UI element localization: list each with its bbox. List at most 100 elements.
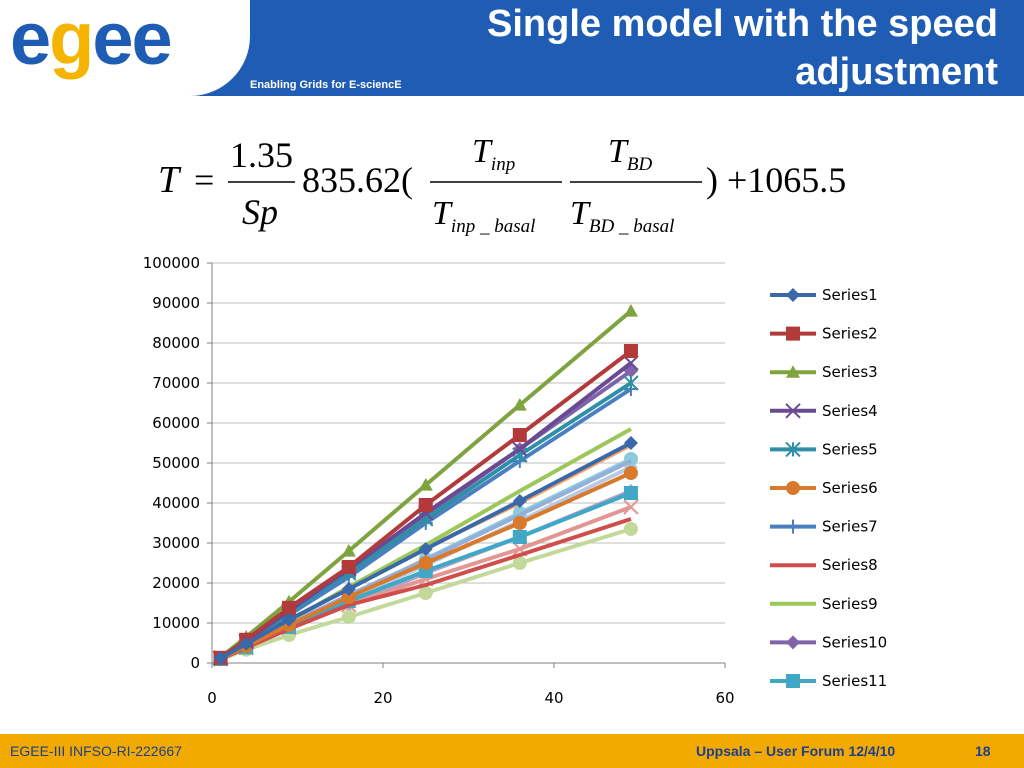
axes: 0 10000 20000 30000 40000 50000 60000 70000 8000… <box>143 254 735 707</box>
series-point <box>281 600 296 615</box>
series-point <box>213 651 228 666</box>
line-chart: 0 10000 20000 30000 40000 50000 60000 70000 8000… <box>143 254 887 707</box>
series-5 <box>212 375 639 666</box>
legend-label: Series10 <box>822 633 887 651</box>
footer-event: Uppsala – User Forum 12/4/10 <box>696 743 896 759</box>
y-tick-label: 60000 <box>152 414 200 432</box>
page-number: 18 <box>975 743 991 759</box>
series-point <box>623 522 638 536</box>
legend-label: Series6 <box>822 479 878 497</box>
series-1 <box>213 436 638 666</box>
legend-marker <box>786 326 800 341</box>
legend-item: Series5 <box>770 440 878 458</box>
series-2 <box>213 344 638 665</box>
legend-item: Series7 <box>770 518 878 536</box>
legend-label: Series1 <box>822 286 878 304</box>
tagline: Enabling Grids for E-sciencE <box>250 79 402 91</box>
legend-item: Series10 <box>770 633 887 651</box>
x-tick-label: 20 <box>373 689 392 707</box>
legend-item: Series8 <box>770 556 878 574</box>
footer-bar: EGEE-III INFSO-RI-222667 Uppsala – User … <box>0 734 1024 768</box>
x-tick-label: 0 <box>207 689 217 707</box>
series-point <box>418 586 433 600</box>
slide-title-line1: Single model with the speed <box>487 3 998 45</box>
series-point <box>418 498 433 512</box>
legend-item: Series11 <box>770 672 887 690</box>
legend-item: Series4 <box>770 402 878 420</box>
legend-marker <box>786 365 800 378</box>
series-point <box>512 516 527 530</box>
formula-tail: ) +1065.5 <box>706 160 846 200</box>
formula-equals: = <box>194 160 214 200</box>
formula: T = 1.35 Sp 835.62( Tinp Tinp _ basal TB… <box>158 133 846 237</box>
series-point <box>512 530 527 544</box>
legend-label: Series8 <box>822 556 878 574</box>
series-point <box>623 304 638 317</box>
series-point <box>623 499 639 515</box>
legend-item: Series9 <box>770 595 878 613</box>
legend-label: Series4 <box>822 402 878 420</box>
formula-frac2-num: Tinp <box>472 133 515 175</box>
series-point <box>623 436 638 450</box>
y-tick-label: 50000 <box>152 454 200 472</box>
series-lines <box>212 304 639 667</box>
y-tick-label: 30000 <box>152 534 200 552</box>
formula-lhs: T <box>158 159 182 201</box>
legend-label: Series11 <box>822 672 887 690</box>
legend-item: Series3 <box>770 363 878 381</box>
legend-marker <box>786 288 800 302</box>
series-point <box>239 636 254 651</box>
legend-item: Series6 <box>770 479 878 497</box>
legend-label: Series9 <box>822 595 878 613</box>
x-tick-label: 40 <box>544 689 563 707</box>
formula-coef: 835.62( <box>302 160 413 200</box>
legend-label: Series5 <box>822 440 878 458</box>
legend-marker <box>785 403 801 419</box>
series-point <box>623 486 638 500</box>
series-point <box>512 428 527 442</box>
series-point <box>281 612 296 627</box>
legend-label: Series2 <box>822 325 878 343</box>
legend-marker <box>786 674 800 688</box>
legend-item: Series1 <box>770 286 878 304</box>
series-point <box>623 355 639 371</box>
series-point <box>623 344 638 358</box>
series-point <box>512 494 527 508</box>
y-tick-label: 100000 <box>143 254 200 272</box>
y-tick-label: 0 <box>190 654 200 672</box>
series-point <box>341 590 356 604</box>
series-point <box>418 478 433 491</box>
slide-title: Single model with the speed adjustment <box>358 0 998 96</box>
series-3 <box>213 304 638 663</box>
formula-frac2-den: Tinp _ basal <box>432 195 535 237</box>
series-point <box>623 466 638 480</box>
header-bar: egee Enabling Grids for E-sciencE Single… <box>0 0 1024 96</box>
legend-label: Series7 <box>822 518 878 536</box>
legend-item: Series2 <box>770 325 878 343</box>
legend: Series1 Series2 Series3 Series4 Series5 Serie… <box>770 286 887 690</box>
egee-logo: egee <box>10 0 173 80</box>
series-point <box>341 610 356 624</box>
y-tick-label: 20000 <box>152 574 200 592</box>
series-point <box>418 556 433 570</box>
legend-marker <box>785 441 801 458</box>
formula-frac3-num: TBD <box>608 133 653 175</box>
legend-marker <box>786 519 800 534</box>
x-tick-label: 60 <box>715 689 734 707</box>
legend-label: Series3 <box>822 363 878 381</box>
y-tick-label: 10000 <box>152 614 200 632</box>
series-point <box>341 582 356 596</box>
series-point <box>512 556 527 570</box>
series-point <box>512 398 527 411</box>
legend-marker <box>786 481 800 495</box>
logo-panel: egee <box>0 0 250 96</box>
series-point <box>623 375 639 391</box>
y-tick-label: 40000 <box>152 494 200 512</box>
series-point <box>341 544 356 557</box>
legend-marker <box>786 635 800 650</box>
formula-frac1-num: 1.35 <box>230 135 293 175</box>
formula-frac3-den: TBD _ basal <box>570 195 674 237</box>
slide-title-line2: adjustment <box>795 51 998 93</box>
series-point <box>341 560 356 574</box>
y-tick-label: 90000 <box>152 294 200 312</box>
